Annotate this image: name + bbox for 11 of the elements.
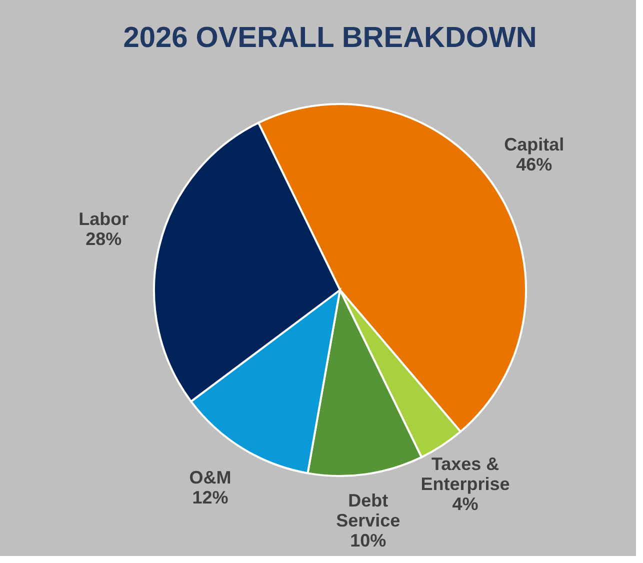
data-label: 28% (86, 229, 122, 250)
slice-label: Debt Service (336, 490, 400, 531)
data-label: 46% (516, 154, 552, 175)
slice-label: O&M (189, 468, 232, 488)
slice-label: Labor (78, 209, 129, 230)
data-label: 10% (350, 530, 386, 551)
data-label: 12% (192, 488, 228, 508)
slice-label: Capital (504, 134, 564, 155)
data-label: 4% (452, 494, 478, 514)
slice-label: Taxes & Enterprise (420, 454, 510, 494)
chart-title: 2026 OVERALL BREAKDOWN (122, 22, 538, 55)
